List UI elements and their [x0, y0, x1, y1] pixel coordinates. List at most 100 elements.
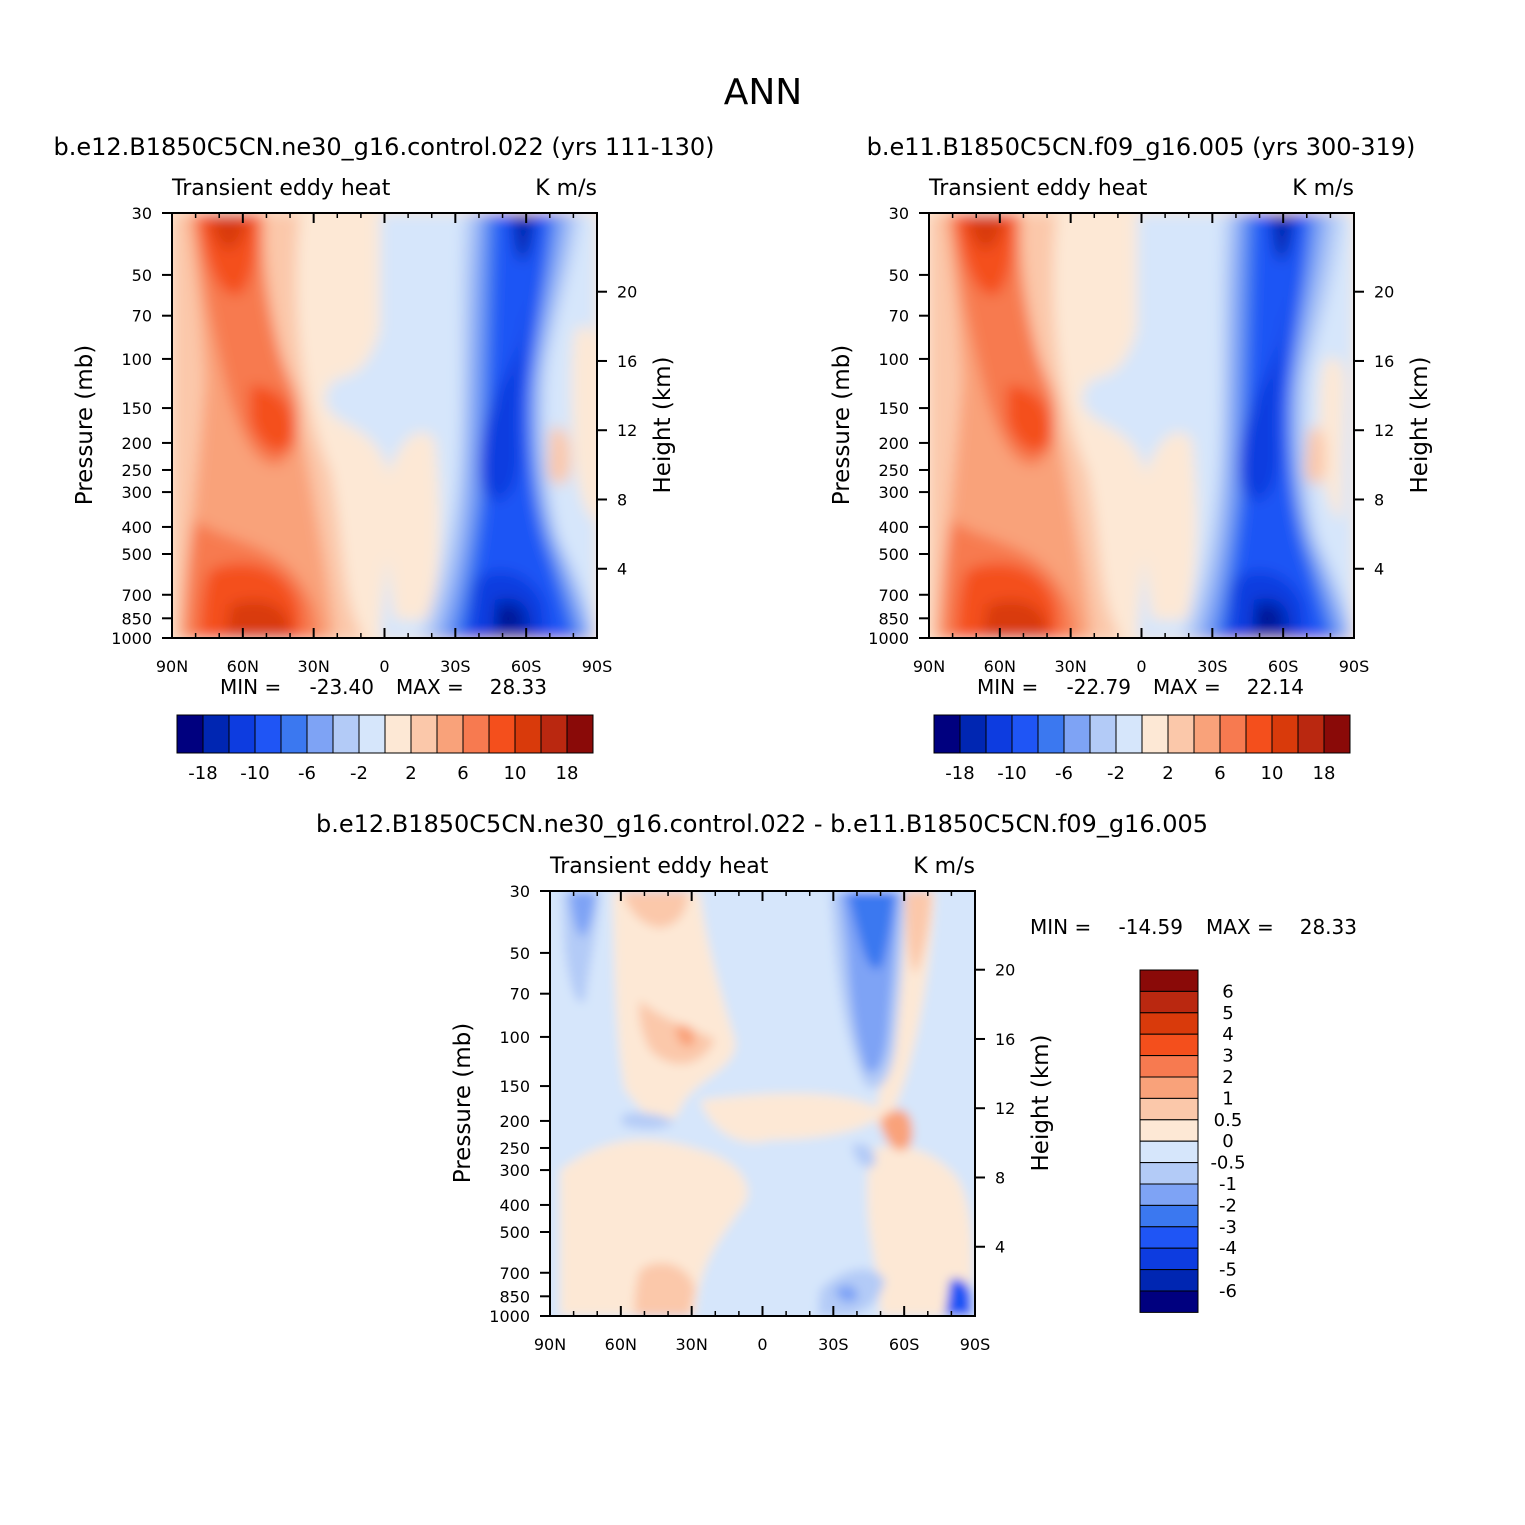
panel-b-ytick-label: 70	[889, 307, 909, 326]
panel-a-xtick-label: 30N	[298, 657, 330, 676]
panel-b-nh-sfc-peak	[982, 600, 1047, 638]
panel-a-colorbar-box	[280, 714, 308, 754]
panel-c-colorbar-label: -4	[1219, 1238, 1237, 1259]
panel-b-colorbar-box	[1011, 714, 1039, 754]
panel-c-nh-neg-band	[622, 1112, 675, 1130]
panel-b-colorbar: -18 -10 -6 -2 2 6 10 18	[933, 714, 1351, 784]
panel-c-colorbar-box	[1139, 1119, 1199, 1142]
panel-c-ylabel: Pressure (mb)	[450, 1023, 476, 1183]
panel-b-colorbar-box	[1141, 714, 1169, 754]
panel-c-colorbar-box	[1139, 969, 1199, 992]
panel-a-field-label: Transient eddy heat	[171, 176, 391, 201]
panel-b-colorbar-box	[1115, 714, 1143, 754]
figure-title: ANN	[724, 72, 803, 113]
panel-c-ytick-right-label: 16	[995, 1030, 1015, 1049]
panel-a-plot-area	[172, 213, 597, 638]
panel-a-colorbar-box	[358, 714, 386, 754]
panel-c-colorbar-label: 4	[1222, 1024, 1233, 1045]
panel-c-colorbar-box	[1139, 1183, 1199, 1206]
panel-a-ytick-label: 250	[121, 461, 152, 480]
panel-a-nh-top-peak	[210, 213, 248, 250]
panel-b-sh-top-peak	[1271, 213, 1294, 262]
panel-b-min-label: MIN =	[977, 675, 1038, 699]
panel-c-sh-top-max	[905, 891, 932, 975]
panel-a-colorbar-box	[202, 714, 230, 754]
panel-model-b: b.e11.B1850C5CN.f09_g16.005 (yrs 300-319…	[829, 133, 1433, 784]
panel-b-axes: 90N 60N 30N 0 30S 60S 90S 30 50 70 100 150 200 250 300…	[868, 204, 1394, 676]
panel-a-colorbar-box	[384, 714, 412, 754]
panel-c-colorbar-box	[1139, 1140, 1199, 1164]
panel-b-ytick-label: 50	[889, 266, 909, 285]
panel-b-nh-mid-max	[1007, 385, 1052, 452]
panel-c-colorbar-box	[1139, 1162, 1199, 1185]
panel-c-colorbar-box	[1139, 1290, 1199, 1313]
panel-b-ytick-label: 100	[878, 350, 909, 369]
panel-c-max-label: MAX =	[1206, 915, 1274, 939]
panel-a-ytick-label: 700	[121, 586, 152, 605]
panel-c-colorbar-box	[1139, 1012, 1199, 1035]
panel-c-colorbar-label: -1	[1219, 1174, 1237, 1195]
panel-c-colorbar-label: 5	[1222, 1003, 1233, 1024]
panel-c-ytick-label: 1000	[489, 1307, 530, 1326]
panel-a-colorbar-box	[332, 714, 360, 754]
panel-b-colorbar-label: 2	[1162, 763, 1173, 784]
panel-b-colorbar-label: -2	[1107, 763, 1125, 784]
panel-a-ytick-label: 850	[121, 609, 152, 628]
panel-c-colorbar-box	[1139, 1097, 1199, 1121]
panel-a-stats: MIN = -23.40 MAX = 28.33	[220, 675, 547, 699]
panel-c-nh-polar-neg-core	[570, 891, 596, 938]
panel-a-colorbar-box	[254, 714, 282, 754]
panel-a-ytick-right-label: 12	[617, 421, 637, 440]
panel-c-ytick-right-label: 20	[995, 961, 1015, 980]
panel-c-nh-top-max	[622, 891, 688, 928]
panel-c-colorbar-label: 0	[1222, 1131, 1233, 1152]
panel-b-colorbar-box	[933, 714, 961, 754]
panel-b-min-value: -22.79	[1067, 675, 1131, 699]
panel-c-colorbar-box	[1139, 1269, 1199, 1292]
panel-b-colorbar-label: 6	[1214, 763, 1225, 784]
panel-c-xtick-label: 90N	[534, 1335, 566, 1354]
panel-b-colorbar-label: -18	[945, 763, 974, 784]
panel-c-xtick-label: 30N	[676, 1335, 708, 1354]
panel-b-title: b.e11.B1850C5CN.f09_g16.005 (yrs 300-319…	[867, 133, 1416, 161]
panel-b-colorbar-box	[1271, 714, 1299, 754]
panel-a-title: b.e12.B1850C5CN.ne30_g16.control.022 (yr…	[53, 133, 714, 161]
panel-a-ytick-label: 400	[121, 518, 152, 537]
panel-a-sh-upper-core	[479, 213, 540, 501]
panel-a-ytick-label: 300	[121, 483, 152, 502]
panel-c-ytick-label: 700	[499, 1264, 530, 1283]
panel-b-xtick-label: 30N	[1055, 657, 1087, 676]
panel-b-ytick-label: 400	[878, 518, 909, 537]
panel-c-ytick-label: 850	[499, 1287, 530, 1306]
panel-c-sh-jet-max	[880, 1109, 913, 1151]
panel-b-xtick-label: 60N	[984, 657, 1016, 676]
panel-b-xtick-label: 90S	[1339, 657, 1370, 676]
panel-c-axes: 90N 60N 30N 0 30S 60S 90S 30 50 70 100 150 200 250 300…	[489, 882, 1015, 1354]
panel-b-ytick-label: 500	[878, 545, 909, 564]
panel-c-ytick-label: 300	[499, 1161, 530, 1180]
panel-a-min-label: MIN =	[220, 675, 281, 699]
panel-c-sh-sfc-neg-core	[835, 1285, 858, 1303]
panel-c-ytick-label: 500	[499, 1223, 530, 1242]
panel-c-sh-neg-jet-peak	[848, 891, 895, 970]
panel-c-max-value: 28.33	[1300, 915, 1357, 939]
panel-b-colorbar-box	[1063, 714, 1091, 754]
panel-b-colorbar-box	[1037, 714, 1065, 754]
panel-a-max-value: 28.33	[490, 675, 547, 699]
panel-a-colorbar-label: -6	[298, 763, 316, 784]
panel-c-stats: MIN = -14.59 MAX = 28.33	[1030, 915, 1357, 939]
panel-a-colorbar-box	[514, 714, 542, 754]
panel-b-ytick-right-label: 8	[1374, 490, 1384, 509]
panel-a-polar-pos-core	[548, 427, 571, 485]
panel-a-ylabel-right: Height (km)	[650, 356, 676, 493]
panel-c-min-label: MIN =	[1030, 915, 1091, 939]
panel-b-colorbar-box	[985, 714, 1013, 754]
panel-c-colorbar-box	[1139, 1076, 1199, 1099]
panel-a-colorbar-label: 6	[457, 763, 468, 784]
panel-a-colorbar-box	[410, 714, 438, 754]
panel-b-ylabel: Pressure (mb)	[829, 345, 855, 505]
panel-c-tropical-pos	[700, 1093, 880, 1143]
panel-c-ytick-right-label: 12	[995, 1099, 1015, 1118]
